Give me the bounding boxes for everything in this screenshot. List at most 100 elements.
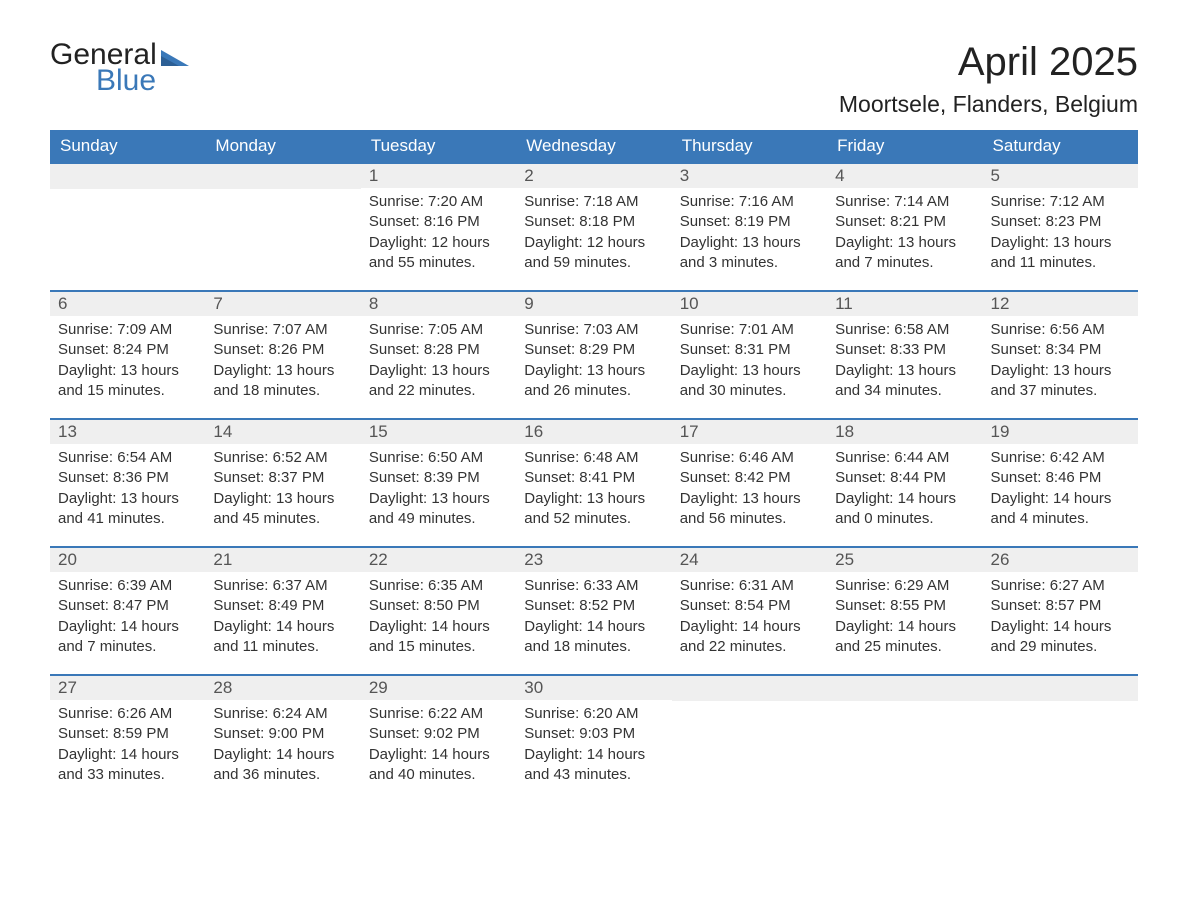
day-number: 9 <box>516 290 671 316</box>
day-number: 28 <box>205 674 360 700</box>
sunset-line: Sunset: 9:00 PM <box>213 724 352 744</box>
sunrise-line: Sunrise: 7:18 AM <box>524 192 663 212</box>
day-body: Sunrise: 7:12 AMSunset: 8:23 PMDaylight:… <box>983 188 1138 281</box>
daylight-line: Daylight: 14 hours and 4 minutes. <box>991 489 1130 530</box>
daylight-line: Daylight: 14 hours and 43 minutes. <box>524 745 663 786</box>
day-number: 1 <box>361 162 516 188</box>
day-body: Sunrise: 7:14 AMSunset: 8:21 PMDaylight:… <box>827 188 982 281</box>
day-body: Sunrise: 6:46 AMSunset: 8:42 PMDaylight:… <box>672 444 827 537</box>
daylight-line: Daylight: 13 hours and 26 minutes. <box>524 361 663 402</box>
empty-day-head <box>983 674 1138 701</box>
daylight-line: Daylight: 13 hours and 49 minutes. <box>369 489 508 530</box>
daylight-line: Daylight: 14 hours and 11 minutes. <box>213 617 352 658</box>
weekday-header: Saturday <box>983 130 1138 162</box>
calendar-table: SundayMondayTuesdayWednesdayThursdayFrid… <box>50 130 1138 802</box>
day-body: Sunrise: 6:27 AMSunset: 8:57 PMDaylight:… <box>983 572 1138 665</box>
day-body: Sunrise: 7:01 AMSunset: 8:31 PMDaylight:… <box>672 316 827 409</box>
sunset-line: Sunset: 8:28 PM <box>369 340 508 360</box>
day-body: Sunrise: 6:42 AMSunset: 8:46 PMDaylight:… <box>983 444 1138 537</box>
daylight-line: Daylight: 14 hours and 40 minutes. <box>369 745 508 786</box>
empty-day-head <box>205 162 360 189</box>
day-body: Sunrise: 6:54 AMSunset: 8:36 PMDaylight:… <box>50 444 205 537</box>
calendar-cell: 17Sunrise: 6:46 AMSunset: 8:42 PMDayligh… <box>672 418 827 546</box>
day-number: 12 <box>983 290 1138 316</box>
calendar-cell: 18Sunrise: 6:44 AMSunset: 8:44 PMDayligh… <box>827 418 982 546</box>
calendar-cell: 24Sunrise: 6:31 AMSunset: 8:54 PMDayligh… <box>672 546 827 674</box>
empty-day-head <box>672 674 827 701</box>
logo: General Blue <box>50 40 189 96</box>
sunset-line: Sunset: 8:46 PM <box>991 468 1130 488</box>
daylight-line: Daylight: 13 hours and 30 minutes. <box>680 361 819 402</box>
calendar-cell: 2Sunrise: 7:18 AMSunset: 8:18 PMDaylight… <box>516 162 671 290</box>
calendar-cell: 6Sunrise: 7:09 AMSunset: 8:24 PMDaylight… <box>50 290 205 418</box>
calendar-cell: 11Sunrise: 6:58 AMSunset: 8:33 PMDayligh… <box>827 290 982 418</box>
calendar-cell: 30Sunrise: 6:20 AMSunset: 9:03 PMDayligh… <box>516 674 671 802</box>
daylight-line: Daylight: 13 hours and 11 minutes. <box>991 233 1130 274</box>
daylight-line: Daylight: 13 hours and 41 minutes. <box>58 489 197 530</box>
calendar-cell: 19Sunrise: 6:42 AMSunset: 8:46 PMDayligh… <box>983 418 1138 546</box>
day-body: Sunrise: 7:09 AMSunset: 8:24 PMDaylight:… <box>50 316 205 409</box>
calendar-cell: 14Sunrise: 6:52 AMSunset: 8:37 PMDayligh… <box>205 418 360 546</box>
sunrise-line: Sunrise: 6:52 AM <box>213 448 352 468</box>
calendar-cell: 1Sunrise: 7:20 AMSunset: 8:16 PMDaylight… <box>361 162 516 290</box>
sunset-line: Sunset: 8:18 PM <box>524 212 663 232</box>
day-body: Sunrise: 7:05 AMSunset: 8:28 PMDaylight:… <box>361 316 516 409</box>
day-number: 26 <box>983 546 1138 572</box>
sunset-line: Sunset: 8:34 PM <box>991 340 1130 360</box>
logo-flag-icon <box>161 46 189 66</box>
daylight-line: Daylight: 13 hours and 7 minutes. <box>835 233 974 274</box>
calendar-cell <box>50 162 205 290</box>
day-number: 3 <box>672 162 827 188</box>
day-body: Sunrise: 6:50 AMSunset: 8:39 PMDaylight:… <box>361 444 516 537</box>
sunrise-line: Sunrise: 6:31 AM <box>680 576 819 596</box>
daylight-line: Daylight: 14 hours and 33 minutes. <box>58 745 197 786</box>
day-number: 20 <box>50 546 205 572</box>
sunrise-line: Sunrise: 6:35 AM <box>369 576 508 596</box>
day-number: 6 <box>50 290 205 316</box>
weekday-header-row: SundayMondayTuesdayWednesdayThursdayFrid… <box>50 130 1138 162</box>
daylight-line: Daylight: 14 hours and 15 minutes. <box>369 617 508 658</box>
day-number: 15 <box>361 418 516 444</box>
sunrise-line: Sunrise: 7:12 AM <box>991 192 1130 212</box>
sunrise-line: Sunrise: 6:29 AM <box>835 576 974 596</box>
day-number: 13 <box>50 418 205 444</box>
sunset-line: Sunset: 8:41 PM <box>524 468 663 488</box>
sunrise-line: Sunrise: 6:42 AM <box>991 448 1130 468</box>
sunset-line: Sunset: 8:21 PM <box>835 212 974 232</box>
day-body: Sunrise: 6:37 AMSunset: 8:49 PMDaylight:… <box>205 572 360 665</box>
sunset-line: Sunset: 8:36 PM <box>58 468 197 488</box>
calendar-cell: 8Sunrise: 7:05 AMSunset: 8:28 PMDaylight… <box>361 290 516 418</box>
day-body: Sunrise: 6:44 AMSunset: 8:44 PMDaylight:… <box>827 444 982 537</box>
calendar-row: 20Sunrise: 6:39 AMSunset: 8:47 PMDayligh… <box>50 546 1138 674</box>
calendar-cell <box>983 674 1138 802</box>
sunrise-line: Sunrise: 6:22 AM <box>369 704 508 724</box>
header: General Blue April 2025 Moortsele, Fland… <box>50 40 1138 118</box>
empty-day-head <box>50 162 205 189</box>
sunrise-line: Sunrise: 6:26 AM <box>58 704 197 724</box>
sunset-line: Sunset: 8:24 PM <box>58 340 197 360</box>
sunrise-line: Sunrise: 7:01 AM <box>680 320 819 340</box>
daylight-line: Daylight: 14 hours and 36 minutes. <box>213 745 352 786</box>
calendar-row: 1Sunrise: 7:20 AMSunset: 8:16 PMDaylight… <box>50 162 1138 290</box>
day-number: 18 <box>827 418 982 444</box>
sunset-line: Sunset: 8:16 PM <box>369 212 508 232</box>
sunset-line: Sunset: 8:50 PM <box>369 596 508 616</box>
sunset-line: Sunset: 8:47 PM <box>58 596 197 616</box>
weekday-header: Monday <box>205 130 360 162</box>
heading: April 2025 Moortsele, Flanders, Belgium <box>839 40 1138 118</box>
calendar-cell: 13Sunrise: 6:54 AMSunset: 8:36 PMDayligh… <box>50 418 205 546</box>
sunrise-line: Sunrise: 6:27 AM <box>991 576 1130 596</box>
calendar-row: 13Sunrise: 6:54 AMSunset: 8:36 PMDayligh… <box>50 418 1138 546</box>
calendar-row: 27Sunrise: 6:26 AMSunset: 8:59 PMDayligh… <box>50 674 1138 802</box>
sunset-line: Sunset: 8:44 PM <box>835 468 974 488</box>
logo-text-blue: Blue <box>96 66 189 96</box>
weekday-header: Sunday <box>50 130 205 162</box>
sunset-line: Sunset: 8:19 PM <box>680 212 819 232</box>
sunset-line: Sunset: 8:55 PM <box>835 596 974 616</box>
sunrise-line: Sunrise: 7:09 AM <box>58 320 197 340</box>
sunset-line: Sunset: 9:03 PM <box>524 724 663 744</box>
day-number: 11 <box>827 290 982 316</box>
day-number: 19 <box>983 418 1138 444</box>
day-body: Sunrise: 7:03 AMSunset: 8:29 PMDaylight:… <box>516 316 671 409</box>
calendar-cell: 3Sunrise: 7:16 AMSunset: 8:19 PMDaylight… <box>672 162 827 290</box>
